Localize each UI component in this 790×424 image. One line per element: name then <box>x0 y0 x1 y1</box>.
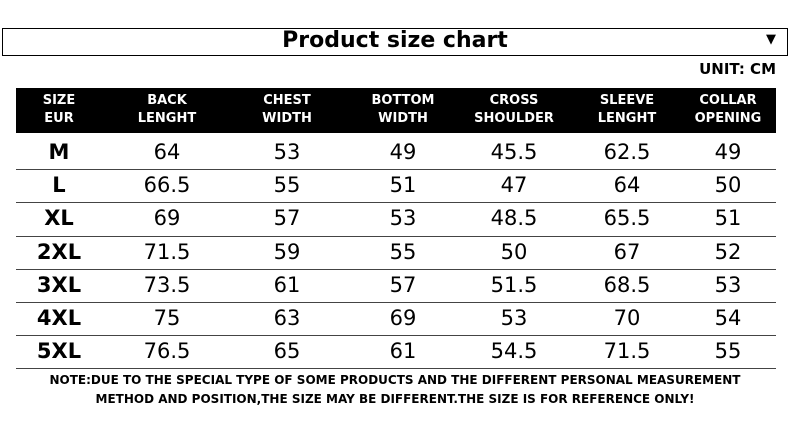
unit-label: UNIT: CM <box>699 60 776 78</box>
value-cell: 69 <box>389 306 417 330</box>
column-header: LENGHT <box>597 111 657 126</box>
value-cell: 51.5 <box>490 272 538 297</box>
size-cell: M <box>48 140 70 164</box>
table-header <box>16 88 776 133</box>
value-cell: 65 <box>273 339 301 364</box>
column-header: CROSS <box>489 93 539 108</box>
value-cell: 69 <box>153 206 181 231</box>
value-cell: 53 <box>500 306 528 330</box>
value-cell: 61 <box>273 272 301 297</box>
value-cell: 64 <box>613 173 641 198</box>
value-cell: 59 <box>273 239 301 264</box>
value-cell: 68.5 <box>603 272 651 297</box>
value-cell: 50 <box>500 239 528 264</box>
column-header: SHOULDER <box>474 111 554 126</box>
column-header: BOTTOM <box>371 93 435 108</box>
value-cell: 51 <box>714 206 742 231</box>
value-cell: 48.5 <box>490 206 538 231</box>
row-divider <box>16 268 776 270</box>
size-cell: 4XL <box>36 306 82 330</box>
value-cell: 53 <box>389 206 417 231</box>
value-cell: 57 <box>273 206 301 231</box>
value-cell: 65.5 <box>603 206 651 231</box>
value-cell: 50 <box>714 173 742 198</box>
column-header: SIZE <box>42 93 76 108</box>
value-cell: 76.5 <box>143 339 191 364</box>
value-cell: 52 <box>714 239 742 264</box>
value-cell: 53 <box>714 272 742 297</box>
value-cell: 63 <box>273 306 301 330</box>
value-cell: 54 <box>714 306 742 330</box>
title-box <box>2 28 788 56</box>
column-header: WIDTH <box>262 111 312 126</box>
note-line: METHOD AND POSITION,THE SIZE MAY BE DIFF… <box>95 392 695 406</box>
size-cell: 3XL <box>36 272 82 297</box>
value-cell: 55 <box>273 173 301 198</box>
row-divider <box>16 335 776 337</box>
row-divider <box>16 235 776 237</box>
value-cell: 47 <box>500 173 528 198</box>
row-divider <box>16 202 776 204</box>
value-cell: 54.5 <box>490 339 538 364</box>
value-cell: 61 <box>389 339 417 364</box>
value-cell: 62.5 <box>603 140 651 164</box>
row-divider <box>16 302 776 303</box>
row-divider <box>16 169 776 171</box>
value-cell: 51 <box>389 173 417 198</box>
value-cell: 55 <box>714 339 742 364</box>
column-header: CHEST <box>263 93 311 108</box>
value-cell: 66.5 <box>143 173 191 198</box>
column-header: LENGHT <box>137 111 197 126</box>
column-header: EUR <box>44 111 74 126</box>
value-cell: 64 <box>153 140 181 164</box>
value-cell: 73.5 <box>143 272 191 297</box>
note-line: NOTE:DUE TO THE SPECIAL TYPE OF SOME PRO… <box>49 373 741 387</box>
value-cell: 55 <box>389 239 417 264</box>
title: Product size chart <box>282 28 508 53</box>
column-header: SLEEVE <box>599 93 655 108</box>
value-cell: 71.5 <box>143 239 191 264</box>
row-divider <box>16 368 776 370</box>
size-cell: 5XL <box>36 339 82 364</box>
column-header: COLLAR <box>699 93 757 108</box>
value-cell: 67 <box>613 239 641 264</box>
size-cell: XL <box>44 206 74 231</box>
value-cell: 49 <box>714 140 742 164</box>
size-cell: 2XL <box>36 239 82 264</box>
value-cell: 70 <box>613 306 641 330</box>
value-cell: 71.5 <box>603 339 651 364</box>
value-cell: 75 <box>153 306 181 330</box>
value-cell: 53 <box>273 140 301 164</box>
column-header: OPENING <box>694 111 762 126</box>
column-header: WIDTH <box>378 111 428 126</box>
value-cell: 49 <box>389 140 417 164</box>
value-cell: 45.5 <box>490 140 538 164</box>
value-cell: 57 <box>389 272 417 297</box>
column-header: BACK <box>147 93 187 108</box>
size-cell: L <box>52 173 66 198</box>
dropdown-icon[interactable]: ▼ <box>766 32 776 47</box>
